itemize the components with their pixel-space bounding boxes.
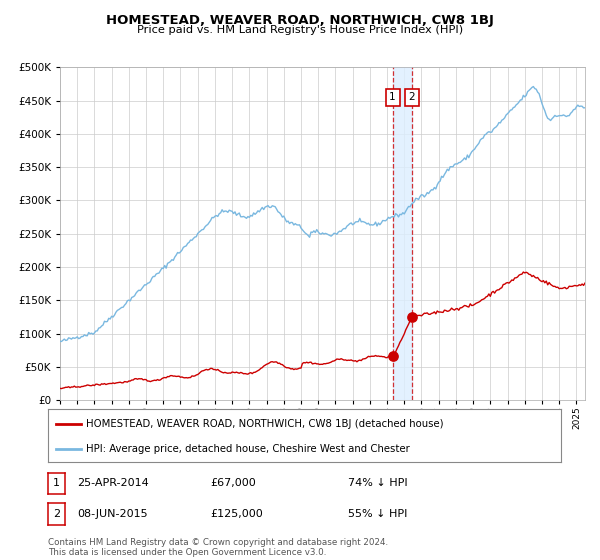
Text: 1: 1 [389, 92, 396, 102]
Text: HOMESTEAD, WEAVER ROAD, NORTHWICH, CW8 1BJ: HOMESTEAD, WEAVER ROAD, NORTHWICH, CW8 1… [106, 14, 494, 27]
Text: HPI: Average price, detached house, Cheshire West and Chester: HPI: Average price, detached house, Ches… [86, 444, 410, 454]
Text: £67,000: £67,000 [210, 478, 256, 488]
Text: 08-JUN-2015: 08-JUN-2015 [77, 509, 148, 519]
Text: 2: 2 [409, 92, 415, 102]
Text: 25-APR-2014: 25-APR-2014 [77, 478, 149, 488]
Point [407, 312, 416, 321]
Point [388, 351, 397, 360]
Text: £125,000: £125,000 [210, 509, 263, 519]
Text: HOMESTEAD, WEAVER ROAD, NORTHWICH, CW8 1BJ (detached house): HOMESTEAD, WEAVER ROAD, NORTHWICH, CW8 1… [86, 419, 444, 429]
Text: Price paid vs. HM Land Registry's House Price Index (HPI): Price paid vs. HM Land Registry's House … [137, 25, 463, 35]
Text: Contains HM Land Registry data © Crown copyright and database right 2024.
This d: Contains HM Land Registry data © Crown c… [48, 538, 388, 557]
Text: 2: 2 [53, 509, 60, 519]
Text: 74% ↓ HPI: 74% ↓ HPI [348, 478, 407, 488]
Bar [392, 67, 412, 400]
Text: 55% ↓ HPI: 55% ↓ HPI [348, 509, 407, 519]
Text: 1: 1 [53, 478, 60, 488]
